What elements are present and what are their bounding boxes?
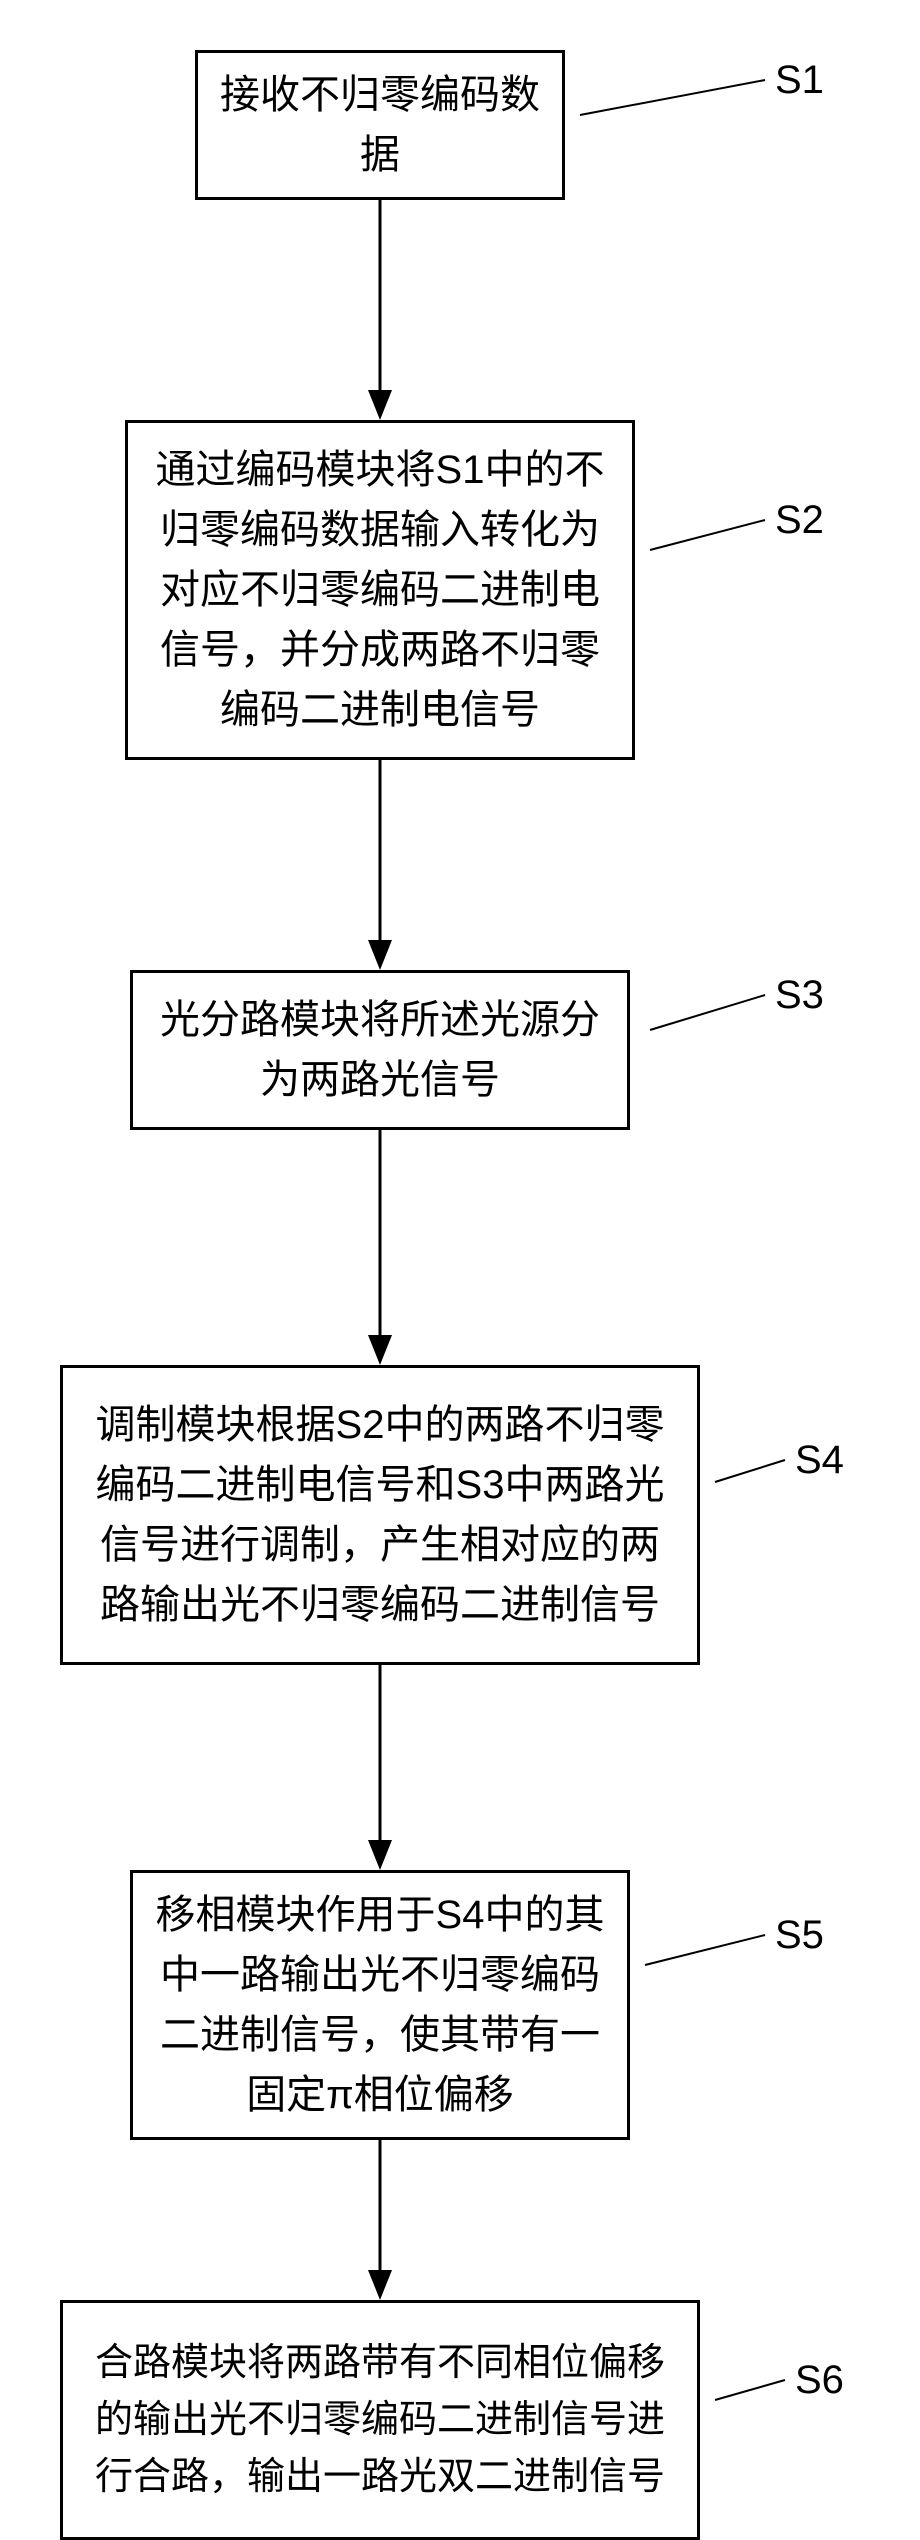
arrow-s5-s6 — [368, 2140, 392, 2300]
arrow-s4-s5 — [368, 1665, 392, 1870]
leader-s2 — [650, 520, 765, 550]
leader-s1 — [580, 80, 765, 115]
leader-s4 — [715, 1460, 785, 1482]
arrow-s1-s2 — [368, 200, 392, 420]
leader-s5 — [645, 1935, 765, 1965]
connectors-svg — [0, 0, 920, 2538]
arrow-s3-s4 — [368, 1130, 392, 1365]
arrow-s2-s3 — [368, 760, 392, 970]
leader-s6 — [715, 2380, 785, 2400]
leader-s3 — [650, 995, 765, 1030]
